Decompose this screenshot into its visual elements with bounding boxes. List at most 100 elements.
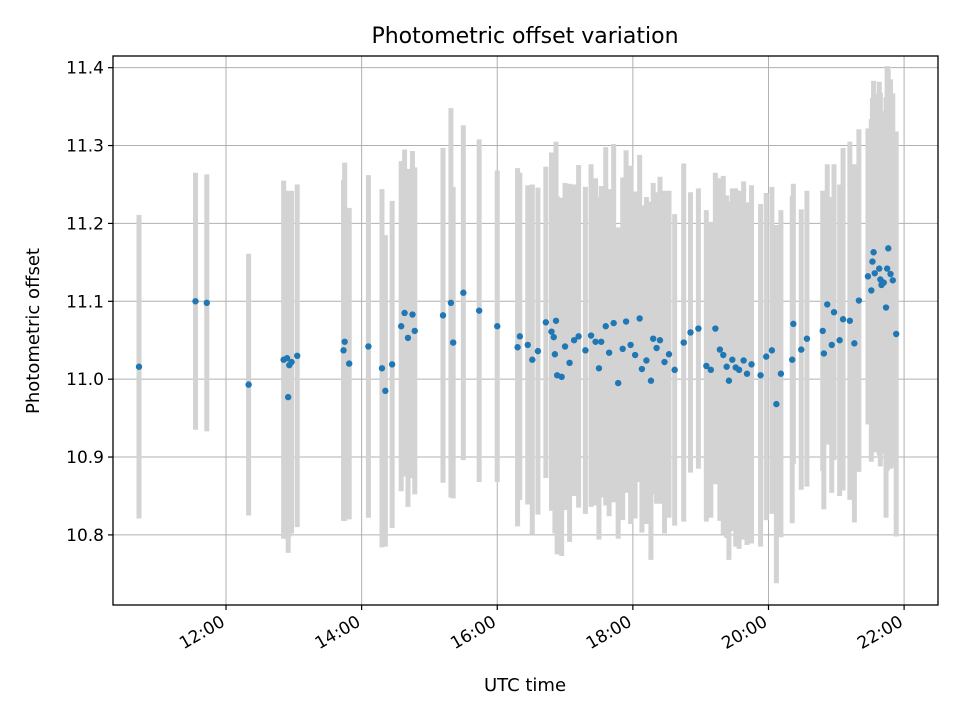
data-point [551,351,559,358]
data-point [882,304,890,311]
data-point [514,344,521,351]
data-point [524,341,531,349]
data-point [587,332,595,339]
data-point [529,356,536,363]
data-point [340,347,347,354]
data-point [790,320,797,328]
data-point [777,370,785,377]
data-point [892,330,900,338]
data-point [516,333,524,340]
data-point [768,347,776,354]
data-point [773,400,780,408]
data-point [404,334,412,342]
y-tick-label: 11.3 [66,137,104,157]
data-point [447,299,455,307]
data-point [566,359,573,367]
data-points [135,245,900,408]
data-point [203,299,211,307]
data-point [851,340,858,347]
data-point [830,309,838,316]
data-point [695,325,702,332]
data-point [636,315,643,322]
data-point [643,357,650,364]
data-point [534,347,542,355]
data-point [870,249,877,256]
data-point [619,345,626,352]
data-point [740,357,747,364]
data-point [819,327,826,335]
data-point [622,318,630,325]
data-point [880,279,887,286]
data-point [864,273,872,280]
data-point [552,317,560,324]
data-point [610,319,617,327]
data-point [723,363,730,370]
data-point [602,323,609,330]
data-point [743,370,751,377]
data-point [647,377,655,384]
data-point [378,365,386,372]
data-point [869,258,876,265]
data-point [550,333,557,341]
data-point [687,329,694,336]
data-point [605,349,613,356]
data-point [889,277,896,284]
data-point [341,338,348,345]
data-point [627,341,634,349]
data-point [665,351,673,358]
y-tick-label: 11.1 [66,292,104,312]
data-point [411,327,418,335]
data-point [798,346,805,353]
data-point [735,366,743,374]
data-point [592,338,599,345]
data-point [661,358,668,366]
data-point [401,309,408,317]
data-point [614,379,622,387]
data-point [803,335,811,342]
data-point [245,381,252,388]
data-point [598,338,605,345]
y-tick-label: 11.4 [66,59,104,79]
data-point [542,319,550,326]
data-point [887,270,894,278]
data-point [388,361,396,368]
data-point [475,307,483,314]
data-point [561,343,569,350]
y-tick-label: 11.0 [66,370,104,390]
data-point [725,377,733,384]
data-point [868,287,875,294]
data-point [885,245,892,252]
data-point [680,339,687,346]
data-point [284,393,292,401]
data-point [763,353,770,360]
data-point [288,358,295,366]
data-point [631,351,639,359]
data-point [876,265,883,272]
data-point [712,325,719,332]
data-point [820,350,828,357]
data-point [365,343,372,350]
data-point [135,363,143,370]
data-point [748,361,755,368]
data-point [855,297,863,304]
data-point [192,298,199,305]
data-point [653,344,660,352]
data-point [494,323,501,330]
data-point [716,346,724,353]
data-point [846,317,854,324]
data-point [757,372,764,379]
x-axis-label: UTC time [484,675,566,696]
y-tick-label: 11.2 [66,214,104,234]
data-point [283,354,291,362]
data-point [720,351,727,359]
data-point [558,373,565,381]
data-point [828,341,835,349]
data-point [409,311,416,318]
data-point [703,362,710,370]
data-point [836,337,843,344]
data-point [729,356,736,363]
data-point [883,265,891,272]
data-point [707,366,715,374]
data-point [789,356,796,363]
